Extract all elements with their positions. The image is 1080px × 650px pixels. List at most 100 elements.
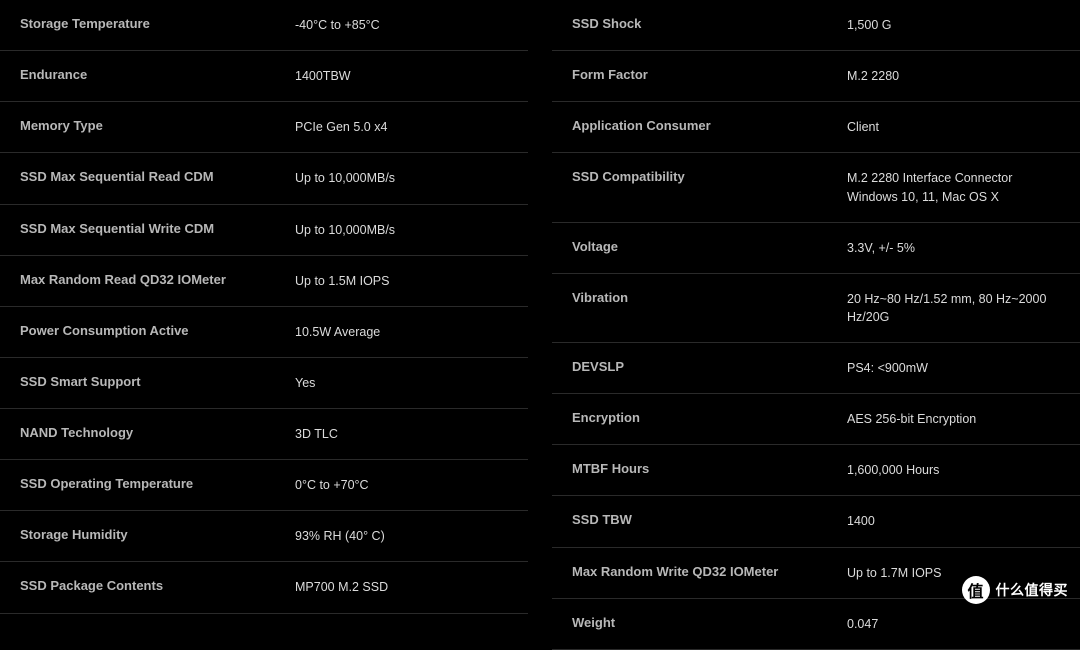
table-row: SSD Smart Support Yes bbox=[0, 358, 528, 409]
spec-value: Up to 1.7M IOPS bbox=[847, 564, 961, 582]
table-row: Endurance 1400TBW bbox=[0, 51, 528, 102]
spec-label-cell: NAND Technology bbox=[20, 425, 295, 442]
spec-label: Application Consumer bbox=[572, 118, 837, 135]
spec-label: SSD TBW bbox=[572, 512, 837, 529]
spec-label-cell: Weight bbox=[572, 615, 847, 632]
table-row: Encryption AES 256-bit Encryption bbox=[552, 394, 1080, 445]
spec-value: Up to 10,000MB/s bbox=[295, 221, 415, 239]
table-row: Storage Humidity 93% RH (40° C) bbox=[0, 511, 528, 562]
spec-label: SSD Max Sequential Write CDM bbox=[20, 221, 285, 238]
table-row: Storage Temperature -40°C to +85°C bbox=[0, 0, 528, 51]
table-row: NAND Technology 3D TLC bbox=[0, 409, 528, 460]
spec-label: DEVSLP bbox=[572, 359, 837, 376]
spec-value: Yes bbox=[295, 374, 335, 392]
spec-value: -40°C to +85°C bbox=[295, 16, 400, 34]
spec-label: SSD Package Contents bbox=[20, 578, 285, 595]
spec-label-cell: SSD Operating Temperature bbox=[20, 476, 295, 493]
spec-label: NAND Technology bbox=[20, 425, 285, 442]
spec-label: Weight bbox=[572, 615, 837, 632]
spec-label: Max Random Read QD32 IOMeter bbox=[20, 272, 285, 289]
spec-label-cell: SSD Shock bbox=[572, 16, 847, 33]
spec-label-cell: Encryption bbox=[572, 410, 847, 427]
spec-value: 20 Hz~80 Hz/1.52 mm, 80 Hz~2000 Hz/20G bbox=[847, 290, 1080, 326]
spec-label: Max Random Write QD32 IOMeter bbox=[572, 564, 837, 581]
spec-value: Up to 10,000MB/s bbox=[295, 169, 415, 187]
table-row: SSD Package Contents MP700 M.2 SSD bbox=[0, 562, 528, 613]
spec-label-cell: SSD Smart Support bbox=[20, 374, 295, 391]
watermark: 值 什么值得买 bbox=[962, 576, 1069, 604]
spec-value: 0°C to +70°C bbox=[295, 476, 389, 494]
spec-column-right: SSD Shock 1,500 G Form Factor M.2 2280 Appli… bbox=[552, 0, 1080, 650]
table-row: SSD Max Sequential Read CDM Up to 10,000M… bbox=[0, 153, 528, 204]
spec-value: MP700 M.2 SSD bbox=[295, 578, 408, 596]
spec-label: Memory Type bbox=[20, 118, 285, 135]
table-row: Max Random Read QD32 IOMeter Up to 1.5M I… bbox=[0, 256, 528, 307]
spec-value: Client bbox=[847, 118, 899, 136]
table-row: Form Factor M.2 2280 bbox=[552, 51, 1080, 102]
spec-label-cell: SSD Max Sequential Read CDM bbox=[20, 169, 295, 186]
spec-label-cell: Form Factor bbox=[572, 67, 847, 84]
table-row: Voltage 3.3V, +/- 5% bbox=[552, 223, 1080, 274]
spec-value: AES 256-bit Encryption bbox=[847, 410, 996, 428]
spec-label-cell: Max Random Read QD32 IOMeter bbox=[20, 272, 295, 289]
spec-value: 3D TLC bbox=[295, 425, 358, 443]
spec-label-cell: Max Random Write QD32 IOMeter bbox=[572, 564, 847, 581]
spec-label-cell: Memory Type bbox=[20, 118, 295, 135]
table-row: Power Consumption Active 10.5W Average bbox=[0, 307, 528, 358]
spec-label-cell: Storage Temperature bbox=[20, 16, 295, 33]
table-row: SSD Shock 1,500 G bbox=[552, 0, 1080, 51]
spec-value: Up to 1.5M IOPS bbox=[295, 272, 409, 290]
table-row: DEVSLP PS4: <900mW bbox=[552, 343, 1080, 394]
spec-value: 3.3V, +/- 5% bbox=[847, 239, 935, 257]
spec-label-cell: Vibration bbox=[572, 290, 847, 307]
table-row: Application Consumer Client bbox=[552, 102, 1080, 153]
spec-label: Endurance bbox=[20, 67, 285, 84]
spec-label-cell: Endurance bbox=[20, 67, 295, 84]
spec-label-cell: SSD Compatibility bbox=[572, 169, 847, 186]
table-row: SSD Operating Temperature 0°C to +70°C bbox=[0, 460, 528, 511]
spec-label: SSD Operating Temperature bbox=[20, 476, 285, 493]
spec-label: Encryption bbox=[572, 410, 837, 427]
spec-label: Form Factor bbox=[572, 67, 837, 84]
spec-label: Storage Temperature bbox=[20, 16, 285, 33]
spec-label: Storage Humidity bbox=[20, 527, 285, 544]
spec-value: PCIe Gen 5.0 x4 bbox=[295, 118, 407, 136]
spec-label: SSD Compatibility bbox=[572, 169, 837, 186]
spec-grid: Storage Temperature -40°C to +85°C Enduran… bbox=[0, 0, 1080, 614]
spec-label-cell: Voltage bbox=[572, 239, 847, 256]
spec-value: 1,600,000 Hours bbox=[847, 461, 959, 479]
spec-label-cell: Power Consumption Active bbox=[20, 323, 295, 340]
spec-label-cell: SSD Package Contents bbox=[20, 578, 295, 595]
spec-label: MTBF Hours bbox=[572, 461, 837, 478]
spec-label: SSD Shock bbox=[572, 16, 837, 33]
spec-label-cell: DEVSLP bbox=[572, 359, 847, 376]
spec-value: M.2 2280 bbox=[847, 67, 919, 85]
spec-label-cell: MTBF Hours bbox=[572, 461, 847, 478]
table-row: SSD TBW 1400 bbox=[552, 496, 1080, 547]
spec-label-cell: Storage Humidity bbox=[20, 527, 295, 544]
table-row: Weight 0.047 bbox=[552, 599, 1080, 650]
spec-label: SSD Smart Support bbox=[20, 374, 285, 391]
table-row: SSD Max Sequential Write CDM Up to 10,000… bbox=[0, 205, 528, 256]
spec-value: 93% RH (40° C) bbox=[295, 527, 405, 545]
spec-value: 1,500 G bbox=[847, 16, 911, 34]
spec-value: 1400TBW bbox=[295, 67, 371, 85]
spec-column-left: Storage Temperature -40°C to +85°C Enduran… bbox=[0, 0, 528, 650]
spec-label: SSD Max Sequential Read CDM bbox=[20, 169, 285, 186]
spec-value: 10.5W Average bbox=[295, 323, 400, 341]
spec-label: Power Consumption Active bbox=[20, 323, 285, 340]
spec-value: M.2 2280 Interface Connector Windows 10,… bbox=[847, 169, 1080, 205]
watermark-text: 什么值得买 bbox=[996, 580, 1069, 600]
table-row: SSD Compatibility M.2 2280 Interface Conn… bbox=[552, 153, 1080, 222]
table-row: Memory Type PCIe Gen 5.0 x4 bbox=[0, 102, 528, 153]
spec-label-cell: SSD Max Sequential Write CDM bbox=[20, 221, 295, 238]
spec-label-cell: Application Consumer bbox=[572, 118, 847, 135]
spec-label: Voltage bbox=[572, 239, 837, 256]
spec-label: Vibration bbox=[572, 290, 837, 307]
table-row: MTBF Hours 1,600,000 Hours bbox=[552, 445, 1080, 496]
spec-value: PS4: <900mW bbox=[847, 359, 948, 377]
spec-value: 0.047 bbox=[847, 615, 898, 633]
spec-label-cell: SSD TBW bbox=[572, 512, 847, 529]
spec-value: 1400 bbox=[847, 512, 895, 530]
watermark-badge: 值 bbox=[962, 576, 990, 604]
